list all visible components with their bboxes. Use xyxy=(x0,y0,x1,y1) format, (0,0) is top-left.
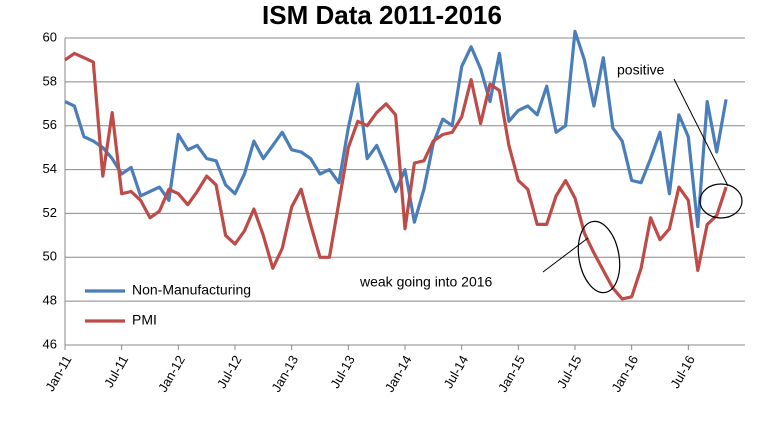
x-tick-label: Jul-16 xyxy=(667,353,698,391)
series-line xyxy=(64,29,728,229)
highlight-ellipse xyxy=(699,183,743,219)
chart-title: ISM Data 2011-2016 xyxy=(262,0,502,30)
y-tick-label: 48 xyxy=(43,293,57,308)
y-tick-label: 56 xyxy=(43,117,57,132)
series-line xyxy=(64,51,728,301)
arrow xyxy=(673,78,729,187)
x-tick-label: Jan-11 xyxy=(42,353,74,394)
y-tick-label: 46 xyxy=(43,336,57,351)
x-tick-label: Jan-15 xyxy=(495,353,528,395)
x-tick-label: Jul-11 xyxy=(101,353,131,390)
legend-label: Non-Manufacturing xyxy=(132,282,251,298)
x-tick-label: Jan-13 xyxy=(268,353,301,395)
legend-label: PMI xyxy=(132,312,157,328)
annotation: positive xyxy=(617,62,665,78)
highlight-ellipse xyxy=(577,220,621,294)
x-tick-label: Jul-14 xyxy=(441,353,472,391)
x-tick-label: Jul-15 xyxy=(554,353,585,391)
x-tick-label: Jan-12 xyxy=(155,353,188,395)
x-tick-label: Jan-14 xyxy=(382,353,415,395)
x-tick-label: Jul-12 xyxy=(214,353,245,391)
annotation: weak going into 2016 xyxy=(359,274,493,290)
x-tick-label: Jul-13 xyxy=(327,353,358,391)
arrow xyxy=(542,237,589,273)
y-tick-label: 60 xyxy=(43,29,57,44)
y-tick-label: 50 xyxy=(43,249,57,264)
y-tick-label: 54 xyxy=(43,161,57,176)
x-tick-label: Jan-16 xyxy=(608,353,641,395)
y-tick-label: 52 xyxy=(43,205,57,220)
y-tick-label: 58 xyxy=(43,73,57,88)
